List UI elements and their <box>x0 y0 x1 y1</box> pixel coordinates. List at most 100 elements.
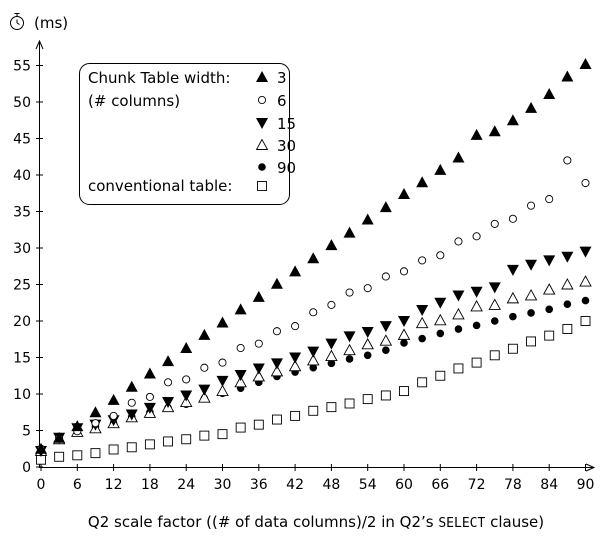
data-point <box>418 334 426 343</box>
data-point <box>216 375 229 387</box>
legend-marker <box>258 163 266 171</box>
x-axis-arrow-icon <box>585 463 596 472</box>
y-tick-label: 50 <box>13 95 31 111</box>
data-point <box>234 375 247 388</box>
data-point <box>71 420 84 432</box>
y-axis-label: (ms) <box>34 14 68 32</box>
data-point <box>327 359 336 368</box>
data-point <box>270 364 284 377</box>
data-point <box>470 286 483 298</box>
x-tick-label: 18 <box>141 477 159 493</box>
data-point <box>452 151 465 163</box>
data-point <box>236 343 245 353</box>
data-point <box>289 265 302 277</box>
data-point <box>453 363 464 374</box>
data-point <box>381 272 390 281</box>
data-point <box>488 125 501 137</box>
data-point <box>581 296 590 305</box>
x-tick-labels: 0 6 12 18 24 30 36 42 48 54 60 66 72 78 84 90 <box>37 477 595 493</box>
y-tick-label: 0 <box>22 460 31 476</box>
data-point <box>361 337 374 350</box>
legend-label: 90 <box>277 159 296 177</box>
data-point <box>436 251 445 260</box>
data-point <box>399 386 409 397</box>
data-point <box>562 324 573 334</box>
data-point <box>472 232 481 241</box>
data-point <box>144 439 155 450</box>
data-point <box>379 321 392 333</box>
data-point <box>216 384 229 397</box>
data-point <box>218 358 227 367</box>
legend-label: 6 <box>277 92 287 110</box>
data-point <box>125 409 138 421</box>
data-point <box>199 430 210 441</box>
data-point <box>416 305 429 317</box>
data-point <box>382 346 390 355</box>
data-point <box>107 393 120 405</box>
data-point <box>380 390 391 401</box>
data-point <box>307 252 320 264</box>
x-tick-label: 72 <box>468 477 486 493</box>
data-point <box>234 303 247 315</box>
data-point <box>436 329 445 338</box>
y-tick-label: 25 <box>13 278 31 294</box>
series-6 <box>36 156 590 453</box>
data-point <box>434 313 447 326</box>
data-point <box>454 237 463 246</box>
data-point <box>527 309 535 317</box>
data-point <box>361 326 374 338</box>
data-point <box>527 201 536 210</box>
data-point <box>90 448 101 459</box>
data-point <box>490 317 499 325</box>
data-point <box>272 327 282 336</box>
x-tick-label: 84 <box>540 477 558 493</box>
data-point <box>309 363 318 372</box>
stopwatch-icon <box>10 13 24 30</box>
data-point <box>235 422 246 433</box>
data-point <box>325 349 338 361</box>
data-point <box>180 342 193 354</box>
y-tick-label: 55 <box>13 59 31 75</box>
x-axis-label-part1: Q2 scale factor ((# of data columns)/2 i… <box>88 513 438 531</box>
legend-marker <box>256 118 268 129</box>
series-3 <box>35 58 592 454</box>
data-point <box>308 405 319 416</box>
x-tick-label: 36 <box>250 477 268 493</box>
axes <box>35 39 596 472</box>
data-point <box>561 278 574 290</box>
data-point <box>561 251 574 263</box>
legend: Chunk Table width: (# columns) conventio… <box>79 63 296 205</box>
data-point <box>327 300 336 309</box>
x-axis-label-code: SELECT <box>438 516 485 531</box>
data-point <box>198 391 211 403</box>
data-point <box>145 392 154 401</box>
data-point <box>326 402 337 413</box>
data-point <box>109 411 118 420</box>
data-point <box>182 375 191 384</box>
data-point <box>524 289 538 301</box>
data-point <box>345 355 354 363</box>
data-point <box>471 357 482 368</box>
series-90 <box>37 296 590 455</box>
y-tick-label: 20 <box>13 314 31 330</box>
data-point <box>217 429 228 440</box>
data-point <box>270 358 283 370</box>
data-point <box>181 434 192 445</box>
data-point <box>543 87 556 99</box>
data-point <box>216 316 229 328</box>
data-point <box>179 395 193 407</box>
data-point <box>362 394 373 405</box>
x-tick-label: 48 <box>322 477 340 493</box>
series-conventional-table <box>36 316 591 465</box>
data-point <box>379 201 392 213</box>
data-point <box>126 442 137 453</box>
x-tick-label: 6 <box>73 477 82 493</box>
y-tick-label: 30 <box>13 241 31 257</box>
legend-entries: 3 6 15 30 90 <box>255 69 296 191</box>
data-point <box>525 259 538 271</box>
x-tick-label: 66 <box>431 477 449 493</box>
x-tick-label: 54 <box>359 477 377 493</box>
data-point <box>526 336 536 347</box>
data-point <box>345 288 354 297</box>
data-point <box>162 355 175 367</box>
